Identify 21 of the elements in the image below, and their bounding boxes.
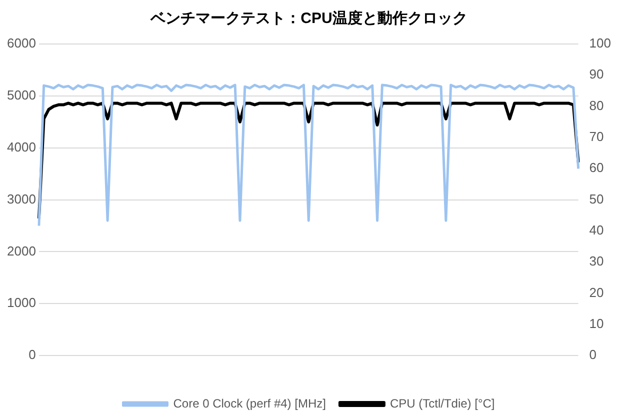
y-tick-label: 2000 [7,243,36,258]
legend-label: CPU (Tctl/Tdie) [°C] [390,396,495,410]
y-tick-label: 3000 [7,191,36,206]
chart-title: ベンチマークテスト：CPU温度と動作クロック [150,9,468,28]
y2-tick-label: 30 [589,254,604,269]
y2-tick-label: 10 [589,316,604,332]
y2-tick-label: 50 [589,191,604,206]
y2-tick-label: 20 [589,284,604,300]
y2-tick-label: 60 [589,160,604,176]
y-tick-label: 4000 [7,139,36,154]
y-tick-label: 5000 [7,88,36,103]
y2-tick-label: 70 [589,129,604,144]
legend-label: Core 0 Clock (perf #4) [MHz] [173,396,326,410]
y2-tick-label: 40 [589,222,604,238]
y2-tick-label: 90 [589,66,604,82]
y-tick-label: 0 [28,347,36,362]
y2-tick-label: 0 [589,347,597,362]
y2-tick-label: 100 [589,36,612,51]
y-tick-label: 6000 [7,36,36,51]
y2-tick-label: 80 [589,98,604,113]
y-tick-label: 1000 [7,295,36,310]
